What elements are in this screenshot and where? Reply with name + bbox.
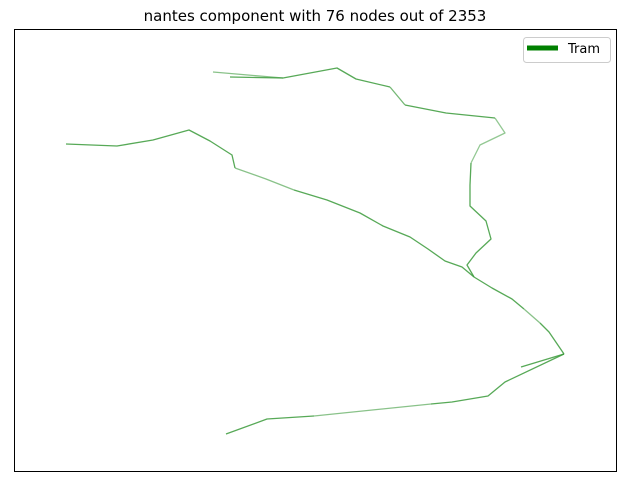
tram-segment-east-trunk <box>473 276 525 310</box>
tram-segment-east-spur <box>520 353 565 368</box>
tram-segment-east-trunk-b <box>523 308 541 324</box>
legend: Tram <box>523 37 611 63</box>
legend-label-tram: Tram <box>567 42 600 57</box>
tram-segment-north-loop-e <box>470 117 506 164</box>
tram-segment-north-loop-c <box>389 86 406 106</box>
plot-frame <box>14 29 617 472</box>
tram-segment-north-loop-b <box>212 71 284 79</box>
tram-segment-west-branch-c <box>293 189 475 278</box>
tram-network-series <box>65 67 565 435</box>
tram-segment-east-trunk-c <box>539 322 565 355</box>
tram-segment-south-branch-a <box>430 353 565 405</box>
tram-segment-south-branch-c <box>225 415 315 435</box>
tram-segment-west-branch-b <box>234 167 295 191</box>
chart-title: nantes component with 76 nodes out of 23… <box>143 7 487 25</box>
tram-segment-north-loop-f <box>466 162 492 278</box>
legend-box <box>523 37 611 63</box>
tram-segment-north-loop-a <box>229 67 391 88</box>
tram-segment-west-branch-a <box>65 129 236 169</box>
tram-segment-south-branch-b <box>313 403 432 417</box>
tram-segment-north-loop-d <box>404 104 496 119</box>
